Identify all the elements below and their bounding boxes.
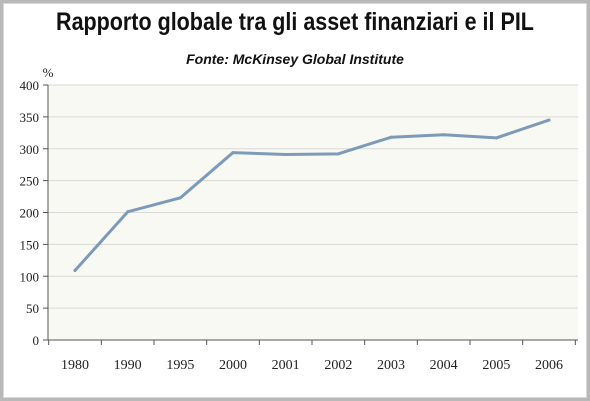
data-point bbox=[494, 136, 498, 140]
y-tick-label: 350 bbox=[20, 110, 40, 125]
y-tick-label: 100 bbox=[20, 269, 40, 284]
data-point bbox=[178, 196, 182, 200]
y-tick-label: 300 bbox=[20, 142, 40, 157]
x-tick-label: 2000 bbox=[219, 358, 247, 373]
y-axis: 0 50 100 150 200 250 300 350 400 bbox=[20, 78, 49, 348]
y-tick-label: 200 bbox=[20, 206, 40, 221]
x-tick-label: 2003 bbox=[377, 358, 405, 373]
x-tick-label: 2004 bbox=[430, 358, 458, 373]
x-tick-label: 2005 bbox=[482, 358, 510, 373]
x-tick-label: 1990 bbox=[114, 358, 142, 373]
y-axis-label: % bbox=[43, 65, 54, 80]
chart-title: Rapporto globale tra gli asset finanziar… bbox=[56, 8, 534, 36]
x-tick-label: 2001 bbox=[272, 358, 300, 373]
chart-subtitle: Fonte: McKinsey Global Institute bbox=[186, 51, 404, 67]
data-point bbox=[126, 210, 130, 214]
data-point bbox=[389, 135, 393, 139]
data-point bbox=[442, 133, 446, 137]
y-tick-label: 400 bbox=[20, 78, 40, 93]
x-tick-label: 1980 bbox=[61, 358, 89, 373]
y-tick-label: 50 bbox=[26, 301, 39, 316]
series-group bbox=[73, 118, 551, 273]
y-tick-label: 250 bbox=[20, 174, 40, 189]
series-line bbox=[73, 118, 551, 273]
x-tick-label: 2006 bbox=[535, 358, 563, 373]
data-point bbox=[231, 151, 235, 155]
data-point bbox=[284, 152, 288, 156]
x-axis: 1980 1990 1995 2000 2001 2002 2003 2004 2005 2006 bbox=[48, 339, 578, 373]
x-tick-label: 2002 bbox=[324, 358, 352, 373]
data-point bbox=[73, 269, 77, 273]
data-point bbox=[547, 118, 551, 122]
data-point bbox=[336, 152, 340, 156]
x-tick-label: 1995 bbox=[166, 358, 194, 373]
y-tick-label: 150 bbox=[20, 237, 40, 252]
y-tick-label: 0 bbox=[33, 333, 40, 348]
